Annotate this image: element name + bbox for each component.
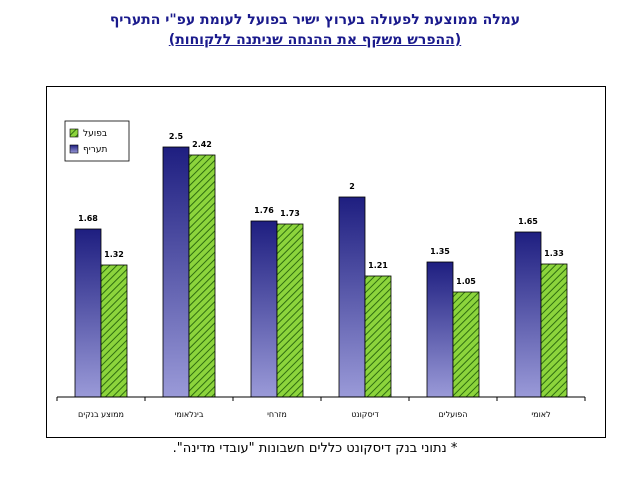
data-label-tariff-2: 1.76 [254, 206, 274, 215]
data-label-actual-2: 1.73 [280, 209, 300, 218]
bar-actual-1 [188, 154, 216, 398]
bar-tariff-2 [250, 220, 278, 398]
data-label-tariff-4: 1.35 [430, 247, 450, 256]
plot-area: 1.68 1.32 2.5 2.42 1.76 1.73 2 1.21 1.35 1.05 1.65… [46, 86, 606, 438]
bar-chart: 1.68 1.32 2.5 2.42 1.76 1.73 2 1.21 1.35 1.05 1.65… [56, 120, 586, 419]
tick-label-2: מזרחי [267, 410, 287, 419]
tick-label-5: לאומי [531, 410, 550, 419]
tick-label-4: הפועלים [438, 410, 467, 419]
tick-label-1: בינלאומי [175, 410, 204, 419]
bar-tariff-3 [338, 196, 366, 398]
data-label-actual-1: 2.42 [192, 140, 212, 149]
tick-label-0: ממוצע בנקים [78, 410, 124, 419]
legend: בפועל תעריף [64, 120, 130, 162]
chart-title: עמלה ממוצעת לפעולה בערוץ ישיר בפועל לעומ… [109, 12, 521, 28]
bar-tariff-0 [74, 228, 102, 398]
bar-actual-3 [364, 275, 392, 398]
bar-tariff-1 [162, 146, 190, 398]
bar-actual-2 [276, 223, 304, 398]
footnote: * נתוני בנק דיסקונט כללים חשבונות "עובדי… [172, 441, 458, 456]
legend-swatch-actual [69, 128, 79, 138]
legend-swatch-tariff [69, 144, 79, 154]
data-label-tariff-1: 2.5 [169, 132, 184, 141]
bar-tariff-4 [426, 261, 454, 398]
bar-actual-4 [452, 291, 480, 398]
bar-tariff-5 [514, 231, 542, 398]
data-label-actual-5: 1.33 [544, 249, 564, 258]
data-label-actual-4: 1.05 [456, 277, 476, 286]
legend-label-actual: בפועל [83, 129, 107, 139]
bar-actual-5 [540, 263, 568, 398]
data-label-tariff-5: 1.65 [518, 217, 538, 226]
data-label-actual-3: 1.21 [368, 261, 388, 270]
data-label-actual-0: 1.32 [104, 250, 124, 259]
tick-label-3: דיסקונט [351, 410, 379, 419]
legend-label-tariff: תעריף [83, 145, 107, 155]
chart-subtitle: (ההפרש משקף את ההנחה שניתנה ללקוחות) [168, 32, 462, 48]
data-label-tariff-0: 1.68 [78, 214, 98, 223]
data-label-tariff-3: 2 [349, 182, 355, 191]
bar-actual-0 [100, 264, 128, 398]
